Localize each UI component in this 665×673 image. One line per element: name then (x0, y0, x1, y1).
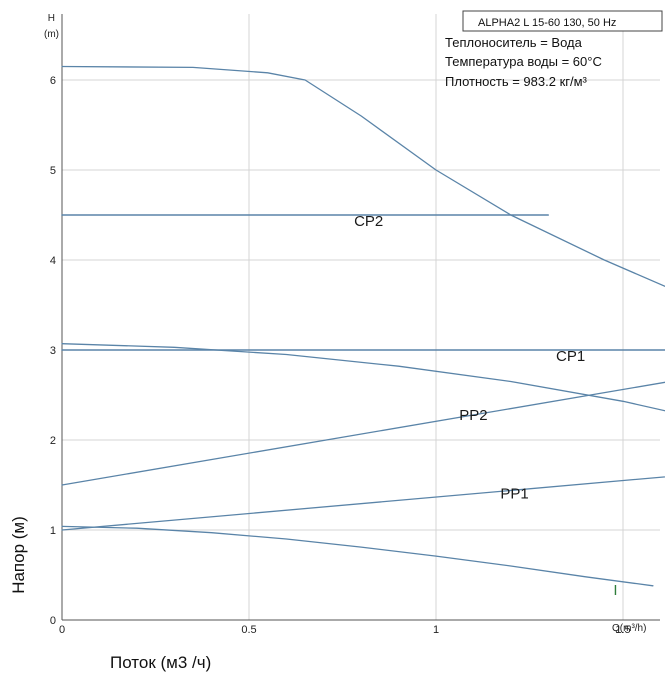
y-axis-title: Напор (м) (9, 516, 28, 594)
series-line-pp2 (61, 381, 665, 486)
y-tick-label: 2 (50, 435, 56, 447)
series-label-cp2: CP2 (354, 213, 383, 230)
y-axis-unit: (m) (44, 29, 59, 40)
series-line-i (61, 525, 654, 587)
series-lines (61, 65, 665, 587)
x-axis-symbol: Q(m³/h) (612, 623, 646, 634)
info-water-temperature: Температура воды = 60°C (445, 54, 602, 69)
series-label-pp2: PP2 (459, 407, 487, 424)
x-tick-label: 0.5 (241, 624, 256, 636)
series-label-i: I (613, 582, 617, 599)
info-heat-carrier: Теплоноситель = Вода (445, 35, 583, 50)
model-label: ALPHA2 L 15-60 130, 50 Hz (478, 17, 616, 29)
info-box: ALPHA2 L 15-60 130, 50 Hz Теплоноситель … (445, 10, 663, 89)
x-tick-label: 0 (59, 624, 65, 636)
info-density: Плотность = 983.2 кг/м³ (445, 74, 588, 89)
y-tick-label: 6 (50, 75, 56, 87)
x-tick-label: 1 (433, 624, 439, 636)
y-tick-label: 4 (50, 255, 56, 267)
model-label-box (462, 10, 663, 32)
y-tick-label: 1 (50, 525, 56, 537)
x-axis-title: Поток (м3 /ч) (110, 653, 211, 672)
series-labels: CP2CP1PP2PP1IIIIII (354, 213, 618, 599)
y-tick-label: 0 (50, 615, 56, 627)
y-tick-label: 5 (50, 165, 56, 177)
series-label-pp1: PP1 (500, 486, 528, 503)
y-axis-symbol: H (48, 13, 55, 24)
series-label-cp1: CP1 (556, 348, 585, 365)
axes (61, 14, 660, 621)
series-line-ii (61, 343, 665, 412)
x-tick-label: 1.5 (615, 624, 630, 636)
y-tick-label: 3 (50, 345, 56, 357)
series-line-pp1 (61, 476, 665, 531)
series-line-iii (61, 65, 665, 288)
